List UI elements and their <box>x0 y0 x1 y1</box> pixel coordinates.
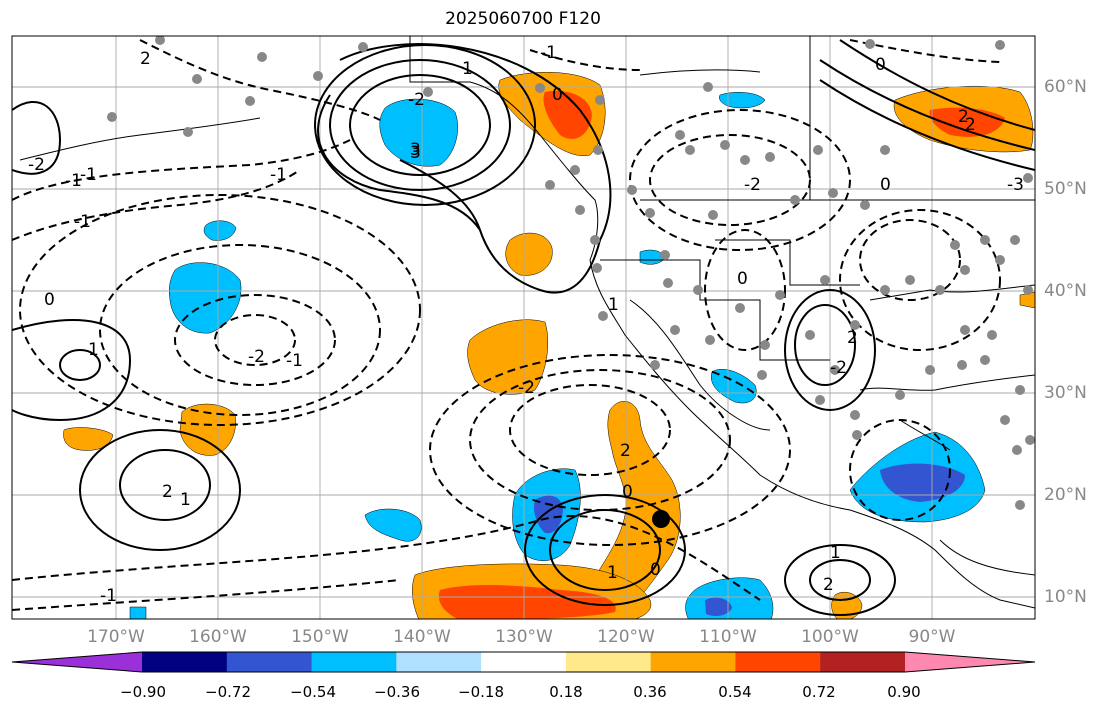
contour-label: 1 <box>608 295 619 315</box>
colorbar-tick-label: 0.36 <box>633 683 667 701</box>
contour-label: -2 <box>830 358 847 378</box>
colorbar-extend-high <box>905 652 1035 672</box>
contour-label: 2 <box>965 115 976 135</box>
contour-label: -2 <box>408 90 425 110</box>
graticule <box>12 36 1035 619</box>
contour-label: 1 <box>88 340 99 360</box>
colorbar-segment <box>565 652 652 672</box>
contour-label: -1 <box>286 351 303 371</box>
contour-labels: 1 0 -1 -2 2 3 -3 1 -1 0 -1 -2 2 1 2 -2 0… <box>28 43 1024 606</box>
contour-label: 0 <box>875 55 886 75</box>
strong-negative-anomaly-fills <box>534 463 965 616</box>
contour-label: -1 <box>270 165 287 185</box>
colorbar-segment <box>396 652 482 672</box>
colorbar-extend-low <box>12 652 142 672</box>
contour-label: -2 <box>744 175 761 195</box>
contour-label: 1 <box>830 543 841 563</box>
colorbar-outline <box>11 651 1036 673</box>
lon-label: 160°W <box>189 627 247 647</box>
contour-label: 2 <box>620 441 631 461</box>
contour-label: 2 <box>823 575 834 595</box>
colorbar-segment <box>226 652 313 672</box>
colorbar-segment <box>311 652 397 672</box>
map-title: 2025060700 F120 <box>445 9 601 29</box>
colorbar-tick-label: 0.90 <box>887 683 921 701</box>
colorbar <box>11 651 1036 673</box>
highlight-marker <box>652 510 670 528</box>
contour-label: 2 <box>140 49 151 69</box>
contour-label: -1 <box>65 171 82 191</box>
contour-label: 1 <box>462 59 473 79</box>
positive-contours <box>12 39 1035 616</box>
lon-label: 120°W <box>597 627 655 647</box>
contour-label: -2 <box>518 378 535 398</box>
colorbar-tick-label: −0.54 <box>290 683 336 701</box>
contour-label: 0 <box>737 269 748 289</box>
plot-frame <box>11 35 1036 620</box>
contour-label: -3 <box>1007 175 1024 195</box>
contour-label: 1 <box>180 490 191 510</box>
negative-contours <box>12 39 1001 611</box>
colorbar-tick-label: 0.18 <box>549 683 583 701</box>
contour-label: -2 <box>28 155 45 175</box>
colorbar-tick-label: 0.72 <box>802 683 836 701</box>
colorbar-tick-label: −0.36 <box>374 683 420 701</box>
contour-label: -1 <box>540 43 557 63</box>
contour-label: 0 <box>622 482 633 502</box>
contour-label: 0 <box>880 175 891 195</box>
colorbar-segment <box>650 652 736 672</box>
contour-label: 0 <box>44 290 55 310</box>
colorbar-tick-label: 0.54 <box>718 683 752 701</box>
contour-label: 3 <box>410 140 421 160</box>
colorbar-segment <box>735 652 821 672</box>
contour-label: 0 <box>650 560 661 580</box>
lon-label: 140°W <box>393 627 451 647</box>
contour-label: 2 <box>958 107 969 127</box>
contour-label: -2 <box>248 347 265 367</box>
lat-label: 30°N <box>1044 383 1087 403</box>
contour-label: -1 <box>100 586 117 606</box>
lon-label: 100°W <box>801 627 859 647</box>
colorbar-segment <box>481 652 567 672</box>
contour-label: -1 <box>74 212 91 232</box>
lat-label: 10°N <box>1044 587 1087 607</box>
lat-label: 40°N <box>1044 281 1087 301</box>
contour-label: 3 <box>410 143 421 163</box>
contour-label: -1 <box>80 165 97 185</box>
lon-label: 90°W <box>908 627 956 647</box>
lat-label: 50°N <box>1044 179 1087 199</box>
lon-label: 170°W <box>87 627 145 647</box>
lon-label: 110°W <box>699 627 757 647</box>
colorbar-tick-label: −0.18 <box>458 683 504 701</box>
colorbar-tick-label: −0.90 <box>120 683 166 701</box>
colorbar-tick-label: −0.72 <box>205 683 251 701</box>
lon-label: 150°W <box>291 627 349 647</box>
lat-label: 20°N <box>1044 485 1087 505</box>
contour-label: 0 <box>552 85 563 105</box>
colorbar-segment <box>820 652 906 672</box>
lat-label: 60°N <box>1044 77 1087 97</box>
lon-label: 130°W <box>495 627 553 647</box>
map-plot-area <box>12 36 1035 619</box>
contour-label: 2 <box>847 328 858 348</box>
colorbar-segment <box>142 652 228 672</box>
contour-label: 1 <box>607 563 618 583</box>
contour-label: 2 <box>162 482 173 502</box>
station-dots <box>107 36 1035 510</box>
